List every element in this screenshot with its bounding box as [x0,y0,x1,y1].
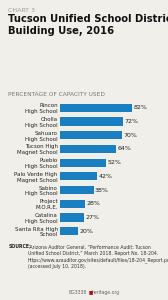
Bar [60,118,123,126]
Bar [60,227,78,235]
Text: ■: ■ [89,290,93,295]
Text: 82%: 82% [133,105,147,110]
Bar [60,145,116,153]
Bar [60,104,132,112]
Text: PERCENTAGE OF CAPACITY USED: PERCENTAGE OF CAPACITY USED [8,92,105,97]
Text: 72%: 72% [125,119,139,124]
Text: BG3338: BG3338 [69,290,87,295]
Bar [60,172,97,181]
Bar [60,186,94,194]
Bar [60,200,85,208]
Text: CHART 3: CHART 3 [8,8,35,13]
Text: heritage.org: heritage.org [92,290,120,295]
Text: 70%: 70% [123,133,137,138]
Text: 64%: 64% [118,146,132,152]
Text: SOURCE:: SOURCE: [8,244,31,250]
Text: 20%: 20% [79,229,93,234]
Text: 28%: 28% [86,201,100,206]
Bar [60,158,106,167]
Text: Arizona Auditor General, “Performance Audit: Tucson Unified School District,” Ma: Arizona Auditor General, “Performance Au… [28,244,168,269]
Text: Tucson Unified School District
Building Use, 2016: Tucson Unified School District Building … [8,14,168,35]
Bar [60,213,84,221]
Text: 42%: 42% [98,174,113,179]
Text: 38%: 38% [95,188,109,193]
Text: 27%: 27% [85,215,99,220]
Bar [60,131,122,140]
Text: 52%: 52% [107,160,121,165]
